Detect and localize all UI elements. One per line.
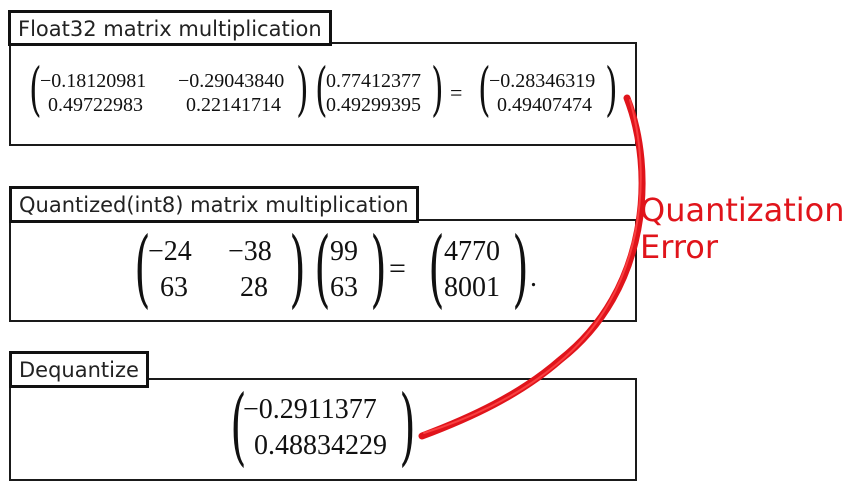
int8-panel xyxy=(9,219,637,322)
matrix-cell: 28 xyxy=(240,272,268,303)
left-paren: ( xyxy=(478,55,491,123)
quantization-error-line2: Error xyxy=(640,227,718,266)
matrix-cell: −38 xyxy=(228,236,272,267)
vector-cell: −0.2911377 xyxy=(243,394,377,425)
matrix-cell: −24 xyxy=(148,236,192,267)
vector-cell: 99 xyxy=(330,236,358,267)
vector-cell: 63 xyxy=(330,272,358,303)
right-paren: ) xyxy=(399,377,416,475)
vector-cell: −0.28346319 xyxy=(489,70,596,92)
right-paren: ) xyxy=(431,55,444,123)
vector-cell: 0.49299395 xyxy=(326,94,421,116)
matrix-cell: 0.49722983 xyxy=(48,94,143,116)
right-paren: ) xyxy=(370,219,387,317)
dequantize-title: Dequantize xyxy=(9,351,149,388)
dequantize-panel xyxy=(9,378,637,481)
period-mark: . xyxy=(530,262,537,293)
left-paren: ( xyxy=(315,55,328,123)
quantization-error-label: Quantization Error xyxy=(640,192,845,266)
right-paren: ) xyxy=(512,219,529,317)
vector-cell: 4770 xyxy=(444,236,500,267)
quantization-error-line1: Quantization xyxy=(640,191,845,229)
equals-sign: = xyxy=(450,80,463,105)
equals-sign: = xyxy=(389,252,406,285)
matrix-cell: 0.22141714 xyxy=(186,94,281,116)
float32-title: Float32 matrix multiplication xyxy=(8,10,332,46)
left-paren: ( xyxy=(314,219,331,317)
left-paren: ( xyxy=(428,219,445,317)
vector-cell: 8001 xyxy=(444,272,500,303)
vector-cell: 0.77412377 xyxy=(326,70,421,92)
right-paren: ) xyxy=(296,55,309,123)
left-paren: ( xyxy=(29,55,42,123)
left-paren: ( xyxy=(134,219,151,317)
right-paren: ) xyxy=(605,55,618,123)
vector-cell: 0.48834229 xyxy=(254,430,387,461)
right-paren: ) xyxy=(289,219,306,317)
matrix-cell: −0.18120981 xyxy=(40,70,147,92)
matrix-cell: −0.29043840 xyxy=(178,70,285,92)
int8-title: Quantized(int8) matrix multiplication xyxy=(9,186,419,223)
left-paren: ( xyxy=(230,377,247,475)
matrix-cell: 63 xyxy=(160,272,188,303)
vector-cell: 0.49407474 xyxy=(497,94,592,116)
